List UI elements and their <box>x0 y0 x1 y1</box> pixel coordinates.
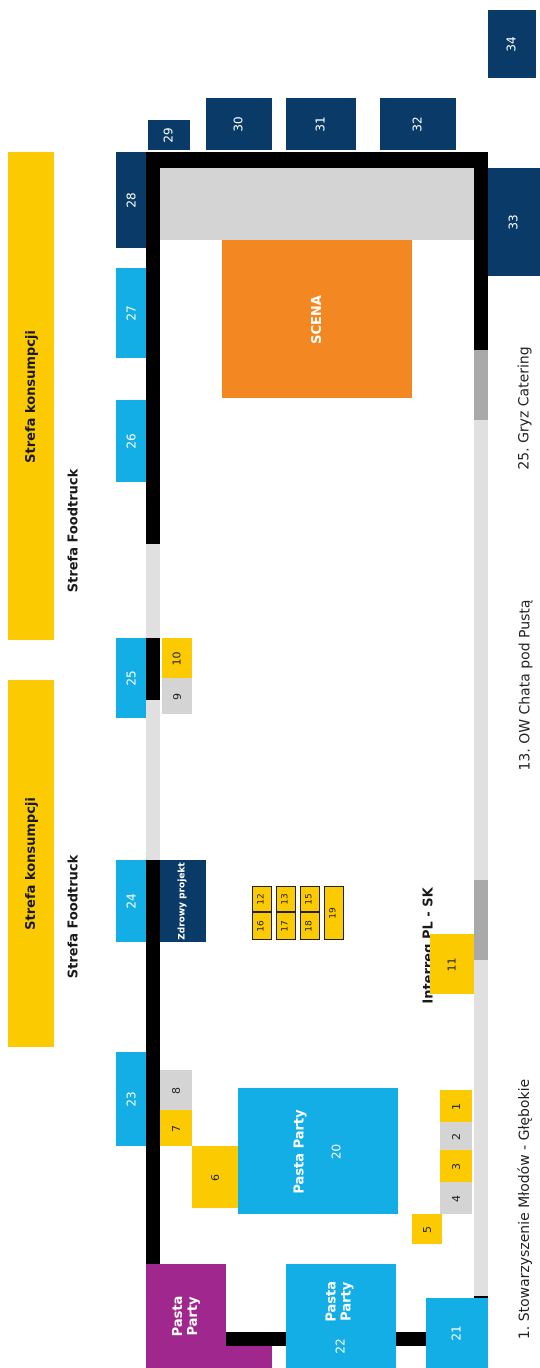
stage: SCENA <box>222 240 412 398</box>
stall-16: 16 <box>252 912 272 940</box>
stage-backstage-area <box>160 168 474 240</box>
wall-right-upper <box>474 152 488 350</box>
stall-30: 30 <box>206 98 272 150</box>
wall-top <box>146 152 488 168</box>
pasta-party-stall-20: Pasta Party 20 <box>238 1088 398 1214</box>
path-left-gap-a <box>146 544 160 638</box>
stall-33: 33 <box>488 168 540 276</box>
stall-26: 26 <box>116 400 148 482</box>
zone-bar-consumption-b <box>8 152 54 640</box>
pasta-party-purple-block <box>146 1264 226 1368</box>
stall-32: 32 <box>380 98 456 150</box>
stall-31: 31 <box>286 98 356 150</box>
stall-5: 5 <box>412 1214 442 1244</box>
zone-label-foodtruck-b: Strefa Foodtruck <box>66 468 82 592</box>
stall-10: 10 <box>162 638 192 678</box>
legend-item-13: 13. OW Chata pod Pustą <box>517 599 533 771</box>
stall-23: 23 <box>116 1052 148 1146</box>
path-right-dark-b <box>474 880 488 960</box>
wall-left-lower <box>146 860 160 1346</box>
stall-19: 19 <box>324 886 344 940</box>
stall-28: 28 <box>116 152 148 248</box>
wall-left-upper <box>146 152 160 544</box>
zone-label-foodtruck-a: Strefa Foodtruck <box>66 854 82 978</box>
stall-4: 4 <box>440 1182 472 1214</box>
stall-34: 34 <box>488 10 536 78</box>
stall-6: 6 <box>192 1146 238 1208</box>
stall-13: 13 <box>276 886 296 912</box>
stall-12: 12 <box>252 886 272 912</box>
stall-9: 9 <box>162 678 192 714</box>
stall-17: 17 <box>276 912 296 940</box>
stall-21: 21 <box>426 1298 488 1368</box>
healthy-project-stall: Zdrowy projekt <box>160 860 206 942</box>
zone-bar-consumption-a <box>8 680 54 1047</box>
stall-8: 8 <box>160 1070 192 1110</box>
path-right-dark-a <box>474 350 488 420</box>
stall-24: 24 <box>116 860 148 942</box>
stall-18: 18 <box>300 912 320 940</box>
path-right-light-b <box>474 960 488 1296</box>
legend-item-25: 25. Gryz Catering <box>517 346 534 470</box>
stall-27: 27 <box>116 268 148 358</box>
stall-2: 2 <box>440 1122 472 1150</box>
zone-label-consumption-b: Strefa konsumpcji <box>23 329 39 463</box>
stall-11: 11 <box>430 934 474 994</box>
pasta-party-stall-22: 22 Pasta Party <box>286 1264 396 1368</box>
stall-25: 25 <box>116 638 148 718</box>
legend-item-1: 1. Stowarzyszenie Młodów - Głębokie <box>517 1078 534 1340</box>
wall-left-mid <box>146 638 160 700</box>
stall-3: 3 <box>440 1150 472 1182</box>
stall-1: 1 <box>440 1090 472 1122</box>
stall-7: 7 <box>160 1110 192 1146</box>
stall-29: 29 <box>148 120 190 150</box>
path-right-light-a <box>474 420 488 880</box>
path-left-gap-b <box>146 700 160 860</box>
stall-15: 15 <box>300 886 320 912</box>
zone-label-consumption-a: Strefa konsumpcji <box>23 797 39 930</box>
pasta-party-purple-label: Pasta Party <box>171 1295 201 1337</box>
